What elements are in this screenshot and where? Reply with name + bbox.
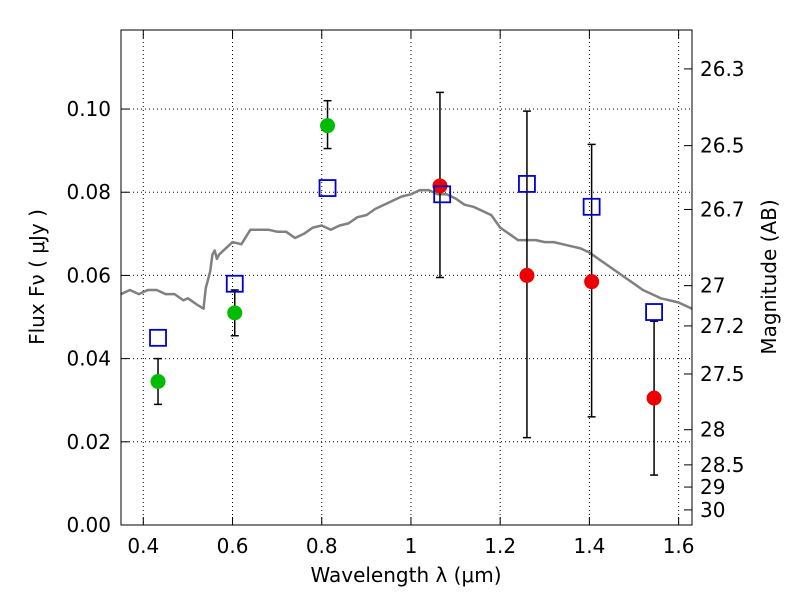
- grid: [121, 30, 692, 526]
- mag-tick-label: 26.5: [700, 134, 745, 158]
- data-point: [227, 305, 243, 321]
- model-flux-square: [433, 185, 452, 204]
- x-tick-label: 1.6: [663, 534, 695, 558]
- y-tick-label: 0.04: [66, 347, 111, 371]
- mag-tick-label: 26.7: [700, 197, 745, 221]
- model-flux-square: [518, 175, 536, 193]
- data-point: [320, 118, 336, 134]
- x-tick-label: 1.4: [573, 534, 605, 558]
- data-point: [646, 390, 662, 406]
- x-tick-label: 1.2: [484, 534, 516, 558]
- mag-tick-label: 28: [700, 418, 725, 442]
- model-flux-square: [582, 197, 601, 216]
- y-tick-label: 0.00: [66, 513, 111, 537]
- data-point: [519, 267, 535, 283]
- mag-tick-label: 28.5: [700, 453, 745, 477]
- mag-tick-label: 27.5: [700, 362, 745, 386]
- plot-area: [121, 91, 692, 476]
- model-flux-square: [645, 303, 663, 321]
- model-spectrum-line: [121, 188, 692, 310]
- y-tick-label: 0.10: [66, 97, 111, 121]
- x-tick-label: 1: [405, 534, 418, 558]
- y-tick-label: 0.02: [66, 430, 111, 454]
- model-flux-square: [149, 328, 167, 347]
- data-point: [150, 373, 166, 389]
- y-axis-label: Flux Fν ( μJy ): [25, 209, 49, 345]
- y-tick-label: 0.08: [66, 180, 111, 204]
- mag-tick-label: 29: [700, 475, 725, 499]
- x-tick-label: 0.8: [306, 534, 338, 558]
- x-tick-label: 0.4: [127, 534, 159, 558]
- y-tick-label: 0.06: [66, 263, 111, 287]
- mag-tick-label: 26.3: [700, 57, 745, 81]
- mag-tick-label: 27.2: [700, 314, 745, 338]
- plot-frame: [120, 29, 693, 526]
- x-axis-label: Wavelength λ (μm): [310, 563, 501, 587]
- x-tick-label: 0.6: [217, 534, 249, 558]
- model-flux-square: [318, 179, 337, 197]
- right-axis-label: Magnitude (AB): [757, 199, 781, 354]
- model-flux-square: [225, 274, 244, 293]
- axes: 0.4 0.6 0.8 1 1.2 1.4 1.6 0.00 0.02 0.04 0.06 0.08 0…: [66, 30, 745, 558]
- mag-tick-label: 27: [700, 274, 725, 298]
- mag-tick-label: 30: [700, 498, 725, 522]
- data-point: [584, 274, 600, 290]
